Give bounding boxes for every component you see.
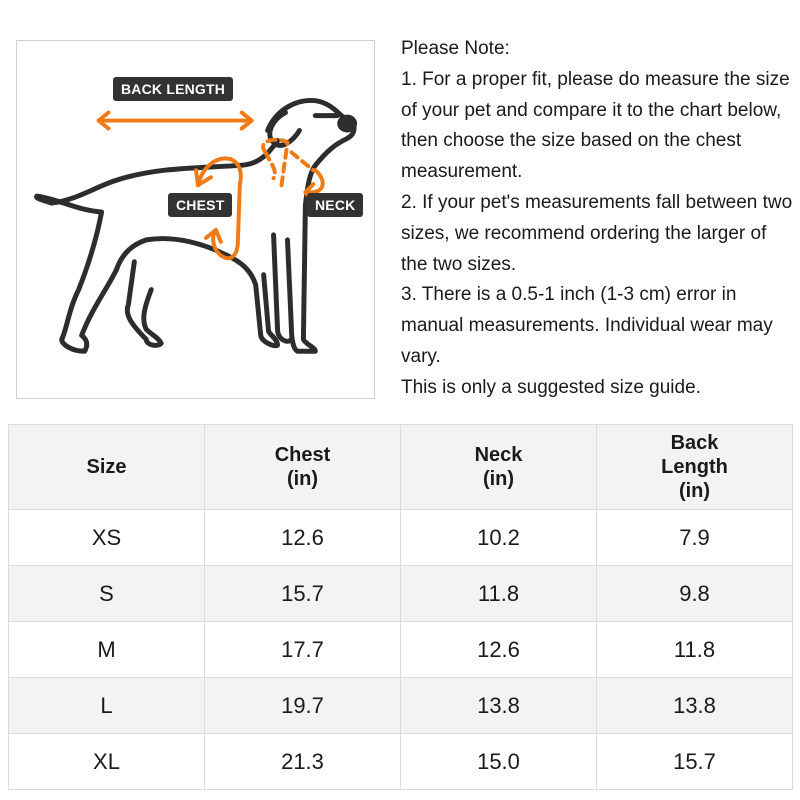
cell-neck: 13.8 xyxy=(400,677,597,734)
table-row: S 15.7 11.8 9.8 xyxy=(8,565,793,622)
table-row: XS 12.6 10.2 7.9 xyxy=(8,509,793,566)
cell-chest: 19.7 xyxy=(204,677,401,734)
cell-chest: 21.3 xyxy=(204,733,401,790)
cell-back-length: 11.8 xyxy=(596,621,793,678)
neck-label: NECK xyxy=(307,193,364,217)
table-header-row: Size Chest (in) Neck (in) Back Length (in) xyxy=(8,424,793,510)
header-back-length: Back Length (in) xyxy=(596,424,793,510)
dog-measurement-diagram: BACK LENGTH CHEST NECK xyxy=(16,40,375,399)
cell-back-length: 13.8 xyxy=(596,677,793,734)
cell-back-length: 15.7 xyxy=(596,733,793,790)
cell-chest: 15.7 xyxy=(204,565,401,622)
cell-size: S xyxy=(8,565,205,622)
cell-back-length: 9.8 xyxy=(596,565,793,622)
cell-size: M xyxy=(8,621,205,678)
cell-neck: 10.2 xyxy=(400,509,597,566)
cell-size: L xyxy=(8,677,205,734)
note-item: 3. There is a 0.5-1 inch (1-3 cm) error … xyxy=(401,284,773,367)
notes-heading: Please Note: xyxy=(401,38,510,59)
header-neck: Neck (in) xyxy=(400,424,597,510)
header-chest: Chest (in) xyxy=(204,424,401,510)
cell-chest: 12.6 xyxy=(204,509,401,566)
table-row: M 17.7 12.6 11.8 xyxy=(8,621,793,678)
back-length-label: BACK LENGTH xyxy=(113,77,234,101)
note-item: 1. For a proper fit, please do measure t… xyxy=(401,68,790,183)
cell-neck: 11.8 xyxy=(400,565,597,622)
chest-label: CHEST xyxy=(168,193,233,217)
size-notes: Please Note: 1. For a proper fit, please… xyxy=(401,34,796,404)
notes-footer: This is only a suggested size guide. xyxy=(401,376,701,398)
size-chart-table: Size Chest (in) Neck (in) Back Length (in) X… xyxy=(8,424,793,790)
note-item: 2. If your pet's measurements fall betwe… xyxy=(401,191,793,275)
table-row: L 19.7 13.8 13.8 xyxy=(8,677,793,734)
header-size: Size xyxy=(8,424,205,510)
dog-illustration xyxy=(34,98,358,354)
cell-back-length: 7.9 xyxy=(596,509,793,566)
cell-neck: 15.0 xyxy=(400,733,597,790)
cell-size: XS xyxy=(8,509,205,566)
cell-chest: 17.7 xyxy=(204,621,401,678)
table-row: XL 21.3 15.0 15.7 xyxy=(8,733,793,790)
cell-size: XL xyxy=(8,733,205,790)
cell-neck: 12.6 xyxy=(400,621,597,678)
